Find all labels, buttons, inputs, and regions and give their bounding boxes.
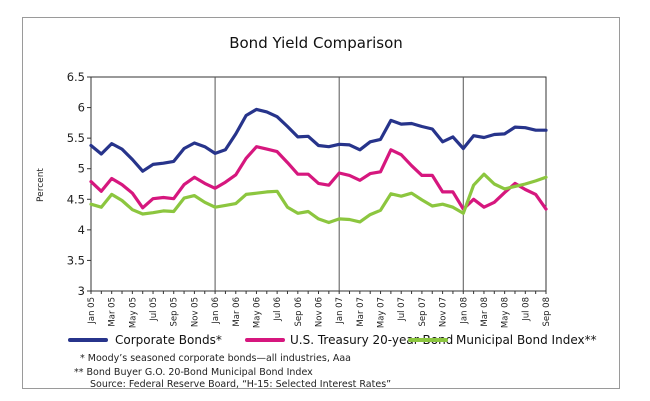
x-tick-label: Sep 08: [542, 297, 552, 327]
x-tick-label: Jul 08: [521, 297, 531, 322]
y-tick-label: 6.5: [67, 70, 85, 84]
series-line-2: [89, 145, 548, 211]
x-tick-label: Jul 06: [273, 297, 283, 322]
x-tick-label: Jan 07: [335, 297, 345, 325]
x-tick-label: May 07: [377, 297, 387, 328]
x-tick-label: Nov 05: [190, 297, 200, 327]
x-tick-label: Sep 06: [294, 297, 304, 327]
x-tick-label: May 08: [501, 297, 511, 328]
chart-title: Bond Yield Comparison: [229, 34, 403, 52]
y-tick-label: 3.5: [67, 253, 85, 267]
footnote-municipal: ** Bond Buyer G.O. 20-Bond Municipal Bon…: [74, 367, 313, 378]
x-tick-label: Sep 05: [170, 297, 180, 327]
x-tick-label: Nov 07: [439, 297, 449, 327]
legend: Corporate Bonds* U.S. Treasury 20-year Bo…: [68, 333, 597, 347]
x-tick-label: Jan 05: [87, 297, 97, 325]
x-tick-label: Jul 05: [149, 297, 159, 322]
footnote-corporate: * Moody’s seasoned corporate bonds—all i…: [80, 353, 351, 364]
x-tick-label: Jan 06: [211, 297, 221, 325]
footnote-source: Source: Federal Reserve Board, “H-15: Se…: [90, 379, 391, 390]
x-tick-label: May 06: [252, 297, 262, 328]
footnotes: * Moody’s seasoned corporate bonds—all i…: [74, 353, 391, 390]
chart-frame: [22, 17, 620, 389]
y-tick-label: 6: [78, 101, 85, 115]
x-tick-label: May 05: [128, 297, 138, 328]
x-tick-label: Mar 05: [108, 297, 118, 327]
x-tick-label: Sep 07: [418, 297, 428, 327]
y-tick-label: 3: [78, 284, 85, 298]
legend-label-1: Corporate Bonds*: [115, 333, 222, 347]
x-tick-label: Mar 08: [480, 297, 490, 327]
x-tick-label: Jan 08: [459, 297, 469, 325]
x-tick-label: Nov 06: [315, 297, 325, 327]
y-axis-label: Percent: [36, 168, 46, 202]
plot-area: 3 3.5 4 4.5 5 5.5 6 6.5 Jan 05 Mar 05 May 05 Jul 05…: [67, 70, 552, 328]
x-tick-label: Jul 07: [397, 297, 407, 322]
y-tick-label: 4.5: [67, 192, 85, 206]
y-tick-label: 5: [78, 162, 85, 176]
y-tick-label: 5.5: [67, 131, 85, 145]
series-line-1: [89, 107, 548, 173]
x-tick-label: Mar 06: [232, 297, 242, 327]
series-line-3: [89, 172, 548, 225]
y-tick-label: 4: [78, 223, 85, 237]
x-tick-label: Mar 07: [356, 297, 366, 327]
legend-label-2: U.S. Treasury 20-year Bond: [290, 333, 453, 347]
legend-label-3: Municipal Bond Index**: [456, 333, 597, 347]
